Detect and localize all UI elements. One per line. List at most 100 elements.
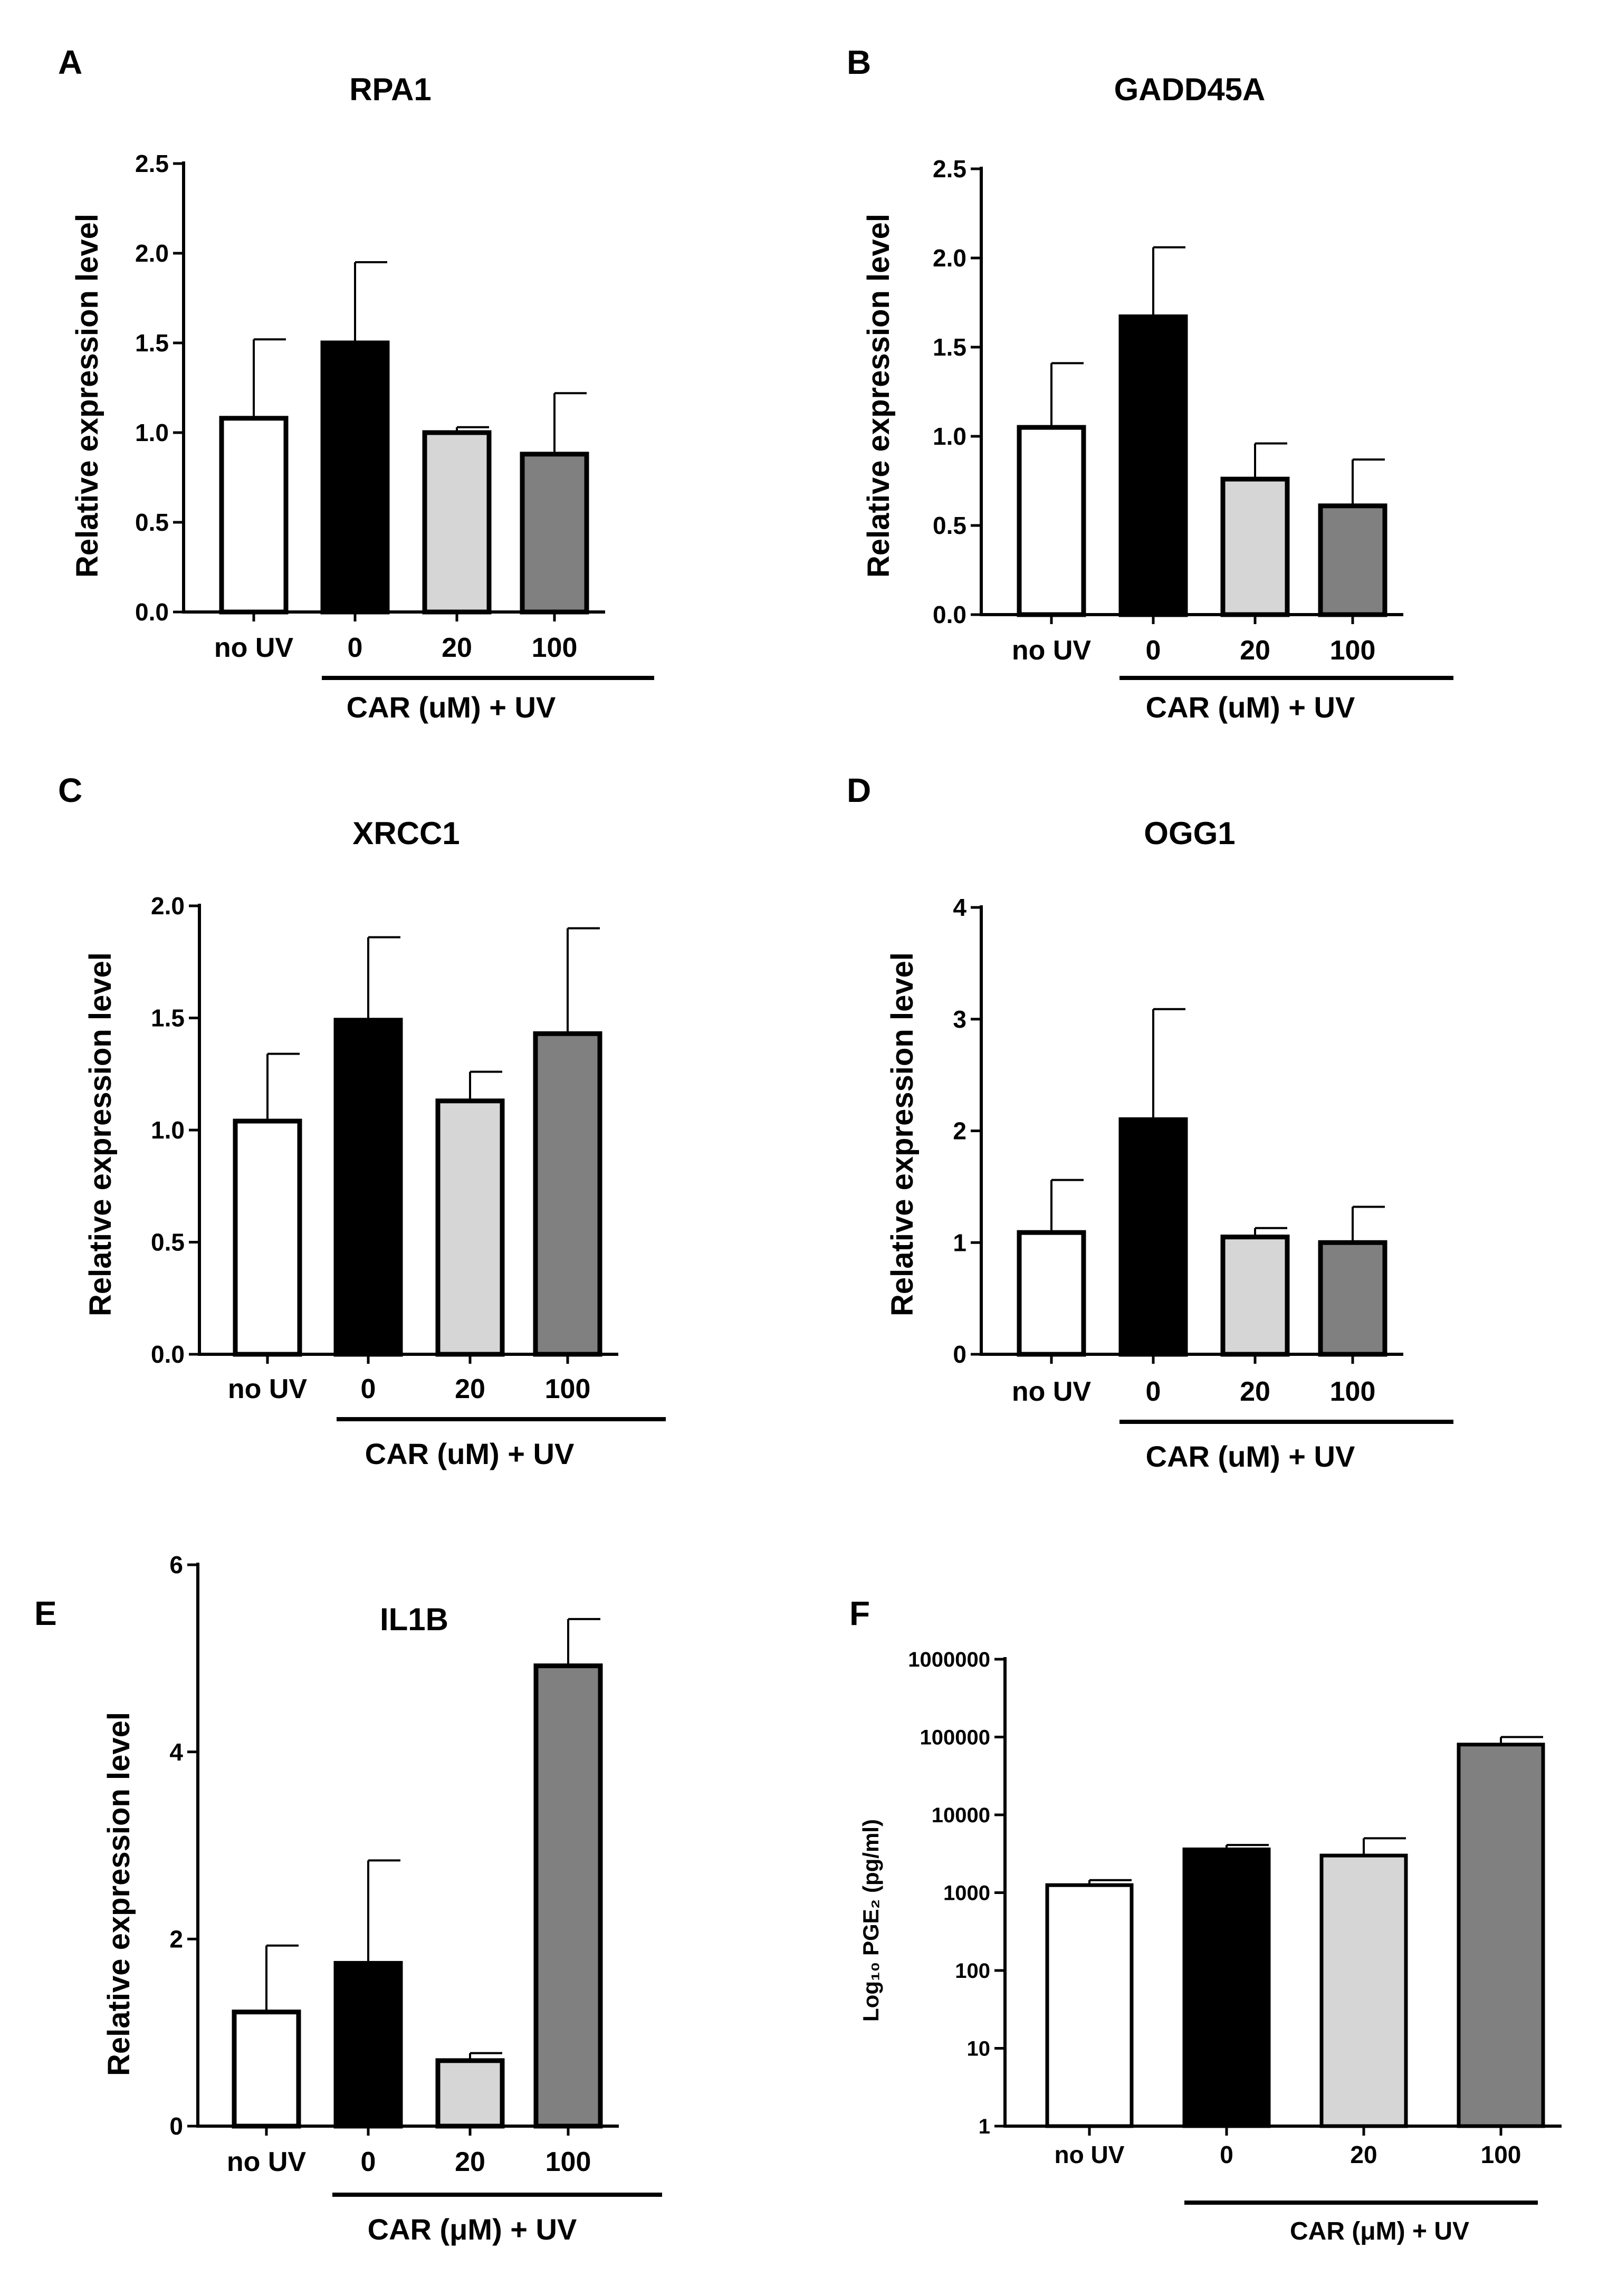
x-category-label: 0 <box>348 633 363 663</box>
panel-letter-c: C <box>58 771 82 809</box>
x-category-label: no UV <box>1012 635 1092 666</box>
bar-c-3 <box>533 1031 602 1357</box>
x-category-label: 100 <box>1330 635 1376 666</box>
panel-letter-f: F <box>849 1594 870 1632</box>
chart-title-e: IL1B <box>380 1602 448 1637</box>
y-tick-label: 6 <box>169 1551 183 1578</box>
y-tick-label: 2 <box>953 1117 966 1145</box>
y-axis-label-c: Relative expression level <box>83 952 118 1316</box>
bar-a-3 <box>520 452 589 615</box>
plot-area-c: 0.0 0.5 1.0 1.5 2.0 no UV 0 20 100 <box>151 892 666 1421</box>
panel-f: F Log₁₀ PGE₂ (pg/ml) CAR (μM) + UV 1 10 10… <box>849 1594 1562 2245</box>
x-category-label: 100 <box>1330 1376 1376 1407</box>
y-tick-label: 1.0 <box>135 419 169 446</box>
y-tick-label: 1.0 <box>151 1116 185 1144</box>
y-tick-label: 2.0 <box>135 240 169 267</box>
bar-a-0 <box>219 416 289 615</box>
x-category-label: 100 <box>1481 2141 1521 2168</box>
panel-a: A RPA1 Relative expression level CAR (uM… <box>58 43 654 724</box>
bar-d-1 <box>1118 1117 1188 1357</box>
bar-c-0 <box>233 1118 302 1357</box>
plot-area-f: 1 10 100 1000 10000 100000 1000000 no UV 0 20 100 <box>908 1648 1562 2205</box>
chart-title-d: OGG1 <box>1144 816 1235 851</box>
x-category-label: no UV <box>1012 1376 1092 1407</box>
bar-f-0 <box>1045 1883 1134 2128</box>
x-category-label: no UV <box>1055 2141 1125 2168</box>
y-tick-label: 1000 <box>943 1882 990 1905</box>
x-category-label: 0 <box>1220 2141 1233 2168</box>
y-axis-label-f: Log₁₀ PGE₂ (pg/ml) <box>858 1819 883 2022</box>
y-tick-label: 100000 <box>920 1726 990 1749</box>
x-category-label: no UV <box>227 2147 307 2177</box>
bar-f-2 <box>1319 1853 1408 2128</box>
y-tick-label: 0.0 <box>933 601 966 628</box>
y-tick-label: 2.0 <box>151 892 185 920</box>
x-category-label: 20 <box>1240 635 1270 666</box>
bar-a-1 <box>320 340 390 615</box>
panel-letter-b: B <box>847 43 871 81</box>
y-tick-label: 10000 <box>932 1804 990 1827</box>
y-tick-label: 0.5 <box>135 509 169 536</box>
y-tick-label: 2.0 <box>933 244 966 272</box>
group-label-e: CAR (μM) + UV <box>368 2213 577 2246</box>
chart-title-c: XRCC1 <box>352 816 460 851</box>
x-category-label: 100 <box>532 633 578 663</box>
x-category-label: 0 <box>1146 635 1161 666</box>
bar-b-2 <box>1220 476 1290 617</box>
y-tick-label: 0 <box>953 1341 966 1368</box>
y-tick-label: 4 <box>169 1738 183 1766</box>
y-tick-label: 0.0 <box>135 598 169 626</box>
panel-b: B GADD45A Relative expression level CAR … <box>847 43 1453 724</box>
bar-e-3 <box>533 1663 603 2129</box>
x-category-label: 20 <box>1350 2141 1377 2168</box>
y-tick-label: 1.5 <box>151 1004 185 1032</box>
y-tick-label: 1.0 <box>933 423 966 450</box>
x-category-label: 100 <box>545 1374 591 1404</box>
bar-e-0 <box>232 2010 301 2129</box>
y-tick-label: 10 <box>967 2037 991 2061</box>
plot-area-b: 0.0 0.5 1.0 1.5 2.0 2.5 no UV 0 20 100 <box>933 155 1453 680</box>
y-tick-label: 0.5 <box>933 512 966 539</box>
x-category-label: no UV <box>214 633 294 663</box>
x-category-label: 20 <box>455 1374 485 1404</box>
y-tick-label: 1.5 <box>933 333 966 361</box>
plot-area-a: 0.0 0.5 1.0 1.5 2.0 2.5 no UV 0 20 100 <box>135 150 654 680</box>
bar-d-3 <box>1318 1240 1387 1357</box>
bar-c-1 <box>333 1018 403 1357</box>
panel-d: D OGG1 Relative expression level CAR (uM… <box>847 771 1453 1473</box>
group-label-b: CAR (uM) + UV <box>1146 691 1355 724</box>
bar-e-1 <box>333 1960 403 2129</box>
y-tick-label: 0 <box>169 2112 183 2140</box>
y-tick-label: 0.5 <box>151 1229 185 1256</box>
y-axis-label-b: Relative expression level <box>862 214 896 578</box>
bar-b-0 <box>1017 425 1086 617</box>
x-category-label: 0 <box>361 1374 376 1404</box>
bar-f-1 <box>1182 1847 1271 2128</box>
group-label-a: CAR (uM) + UV <box>347 691 556 724</box>
x-category-label: 0 <box>1146 1376 1161 1407</box>
y-tick-label: 100 <box>955 1959 990 1983</box>
x-category-label: 20 <box>455 2147 485 2177</box>
bar-a-2 <box>422 430 492 615</box>
bar-b-3 <box>1318 503 1387 617</box>
panel-letter-e: E <box>34 1594 57 1632</box>
y-tick-label: 1 <box>953 1229 966 1256</box>
x-category-label: 100 <box>545 2147 591 2177</box>
y-tick-label: 2.5 <box>135 150 169 177</box>
panel-e: E IL1B Relative expression level CAR (μM… <box>34 1551 662 2246</box>
chart-title-a: RPA1 <box>349 72 432 107</box>
y-tick-label: 2.5 <box>933 155 966 183</box>
chart-title-b: GADD45A <box>1114 72 1266 107</box>
panel-letter-d: D <box>847 771 871 809</box>
y-tick-label: 1000000 <box>908 1648 990 1671</box>
group-label-d: CAR (uM) + UV <box>1146 1440 1355 1473</box>
x-category-label: 20 <box>1240 1376 1270 1407</box>
group-label-f: CAR (μM) + UV <box>1290 2217 1469 2245</box>
y-tick-label: 1 <box>979 2115 990 2138</box>
bar-e-2 <box>435 2058 505 2129</box>
y-tick-label: 4 <box>953 894 966 921</box>
bar-f-3 <box>1457 1743 1545 2128</box>
group-label-c: CAR (uM) + UV <box>365 1437 575 1470</box>
x-category-label: 0 <box>361 2147 376 2177</box>
